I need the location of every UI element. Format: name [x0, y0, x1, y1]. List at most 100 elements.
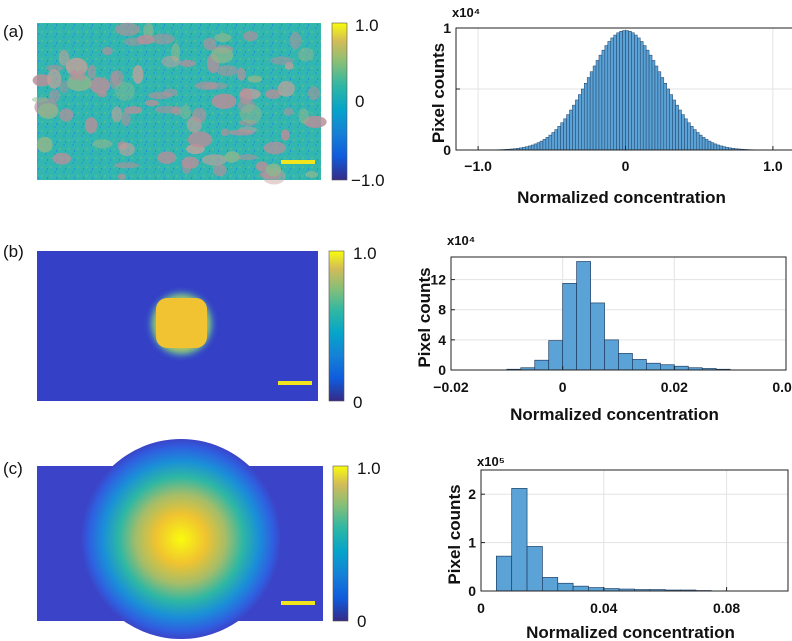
speckle [111, 70, 124, 87]
x-tick-label: 0.04 [590, 600, 617, 616]
speckle [285, 61, 294, 70]
speckle [47, 69, 62, 89]
histogram-bar [710, 142, 715, 151]
speckle [221, 128, 230, 137]
x-tick-label: 0 [559, 379, 567, 395]
colorbar-tick-max: 1.0 [355, 16, 379, 35]
speckle [239, 87, 252, 105]
y-tick-label: 0 [443, 142, 451, 158]
speckle [59, 108, 74, 122]
histogram-bar [539, 140, 544, 151]
panel-label-b: (b) [3, 242, 24, 261]
histogram-bar [563, 118, 567, 151]
speckle [124, 37, 145, 46]
histogram-bar [698, 134, 703, 151]
histogram-bar [719, 145, 724, 151]
histogram-bar [581, 88, 585, 151]
histogram-bar [592, 65, 597, 151]
histogram-bar [713, 143, 718, 151]
histogram-bar [687, 122, 691, 151]
histogram-bar [632, 359, 647, 371]
panel-label-a: (a) [3, 22, 24, 41]
histogram-bar [530, 144, 535, 151]
speckle [111, 106, 123, 123]
y-tick-label: 2 [468, 486, 476, 502]
histogram-bar [601, 49, 606, 151]
histogram-bar [588, 587, 605, 592]
histogram-bar [637, 37, 641, 151]
histogram-c: 0 0.04 0.08 0 1 2 Normalized concentration Pixe… [445, 454, 789, 641]
histogram-bar [642, 45, 647, 151]
panel-label-c: (c) [3, 459, 23, 478]
speckle [214, 33, 232, 43]
speckle [117, 173, 126, 180]
histogram-bar [639, 41, 644, 151]
histogram-bar [527, 145, 532, 151]
speckle [87, 64, 97, 80]
histogram-bar [657, 71, 662, 151]
speckle [150, 33, 175, 45]
histogram-bar [616, 32, 620, 151]
histogram-bar [716, 144, 721, 151]
speckle [124, 106, 143, 114]
histogram-bar [551, 132, 555, 151]
speckle [211, 93, 237, 110]
speckle [59, 80, 69, 94]
speckle [132, 65, 144, 84]
histogram-bar [618, 353, 633, 371]
histogram-bar [625, 30, 629, 151]
histogram-bar [607, 41, 612, 151]
histogram-bar [496, 555, 513, 592]
speckle [298, 108, 310, 124]
histogram-bar [673, 365, 689, 371]
histogram-bar [511, 488, 528, 592]
speckle [89, 77, 111, 94]
histogram-bar [569, 109, 573, 151]
speckle [92, 139, 113, 149]
y-tick-label: 0 [438, 362, 446, 378]
speckle [187, 131, 213, 148]
speckle [143, 22, 154, 39]
x-tick-label: −0.02 [433, 379, 469, 395]
histogram-bar [648, 54, 653, 151]
histogram-bar [646, 362, 661, 371]
concentration-map-c [37, 439, 323, 639]
speckle [46, 64, 63, 72]
y-axis-label: Pixel counts [429, 43, 448, 143]
colorbar-tick-max: 1.0 [353, 244, 377, 263]
y-tick-label: 4 [438, 332, 446, 348]
scale-bar [281, 601, 315, 605]
speckle [32, 74, 52, 87]
y-tick-label: 1 [468, 535, 476, 551]
speckle [85, 117, 98, 134]
colorbar-b: 1.0 0 [328, 244, 377, 412]
x-tick-label: −1.0 [464, 158, 492, 174]
speckle [31, 96, 49, 103]
histogram-bar [678, 109, 682, 151]
speckle [307, 86, 321, 101]
colorbar-tick-min: 0 [357, 612, 366, 631]
histogram-bar [619, 31, 623, 151]
x-axis-label: Normalized concentration [510, 405, 719, 424]
histogram-bar [560, 122, 564, 151]
speckle [263, 141, 287, 155]
histogram-bar [651, 60, 656, 151]
histogram-bar [613, 34, 617, 151]
speckle [202, 154, 228, 166]
speckle [52, 152, 72, 165]
histogram-bar [586, 77, 591, 151]
histogram-bar [660, 77, 665, 151]
speckle [114, 162, 140, 169]
speckle [163, 88, 178, 97]
speckle [212, 164, 227, 177]
histogram-bar [554, 129, 558, 151]
y-axis-multiplier: x10⁴ [447, 233, 475, 248]
histogram-bar [669, 94, 673, 151]
histogram-bar [672, 99, 676, 151]
histogram-bar [589, 71, 594, 151]
speckle [211, 47, 234, 64]
speckle [305, 171, 318, 178]
colorbar-c: 1.0 0 [332, 459, 381, 631]
